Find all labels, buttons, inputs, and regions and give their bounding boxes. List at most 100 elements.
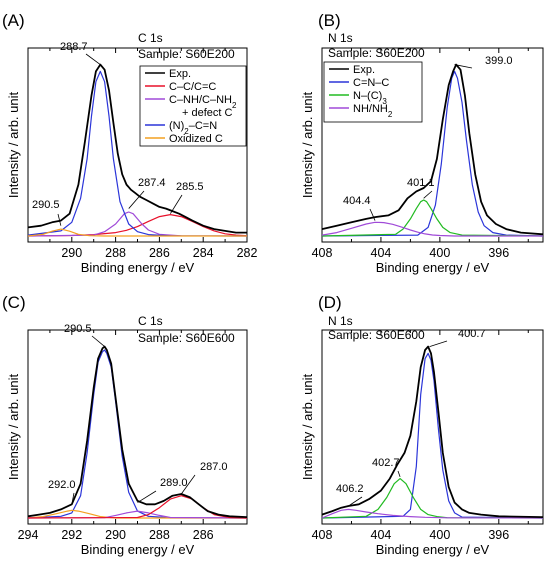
legend-box (323, 61, 423, 123)
x-axis-label: Binding energy / eV (376, 260, 490, 275)
x-tick-label: 286 (149, 246, 170, 260)
series-line-nh-nh2 (321, 221, 543, 237)
peak-annotation: 406.2 (336, 483, 364, 495)
chart-panel-1: 290 288 286 284 282 Binding energy / eV Intens… (2, 11, 257, 275)
x-tick-label: 396 (488, 528, 509, 542)
series-line-c-c-c-c (27, 214, 248, 237)
annotation-leader (137, 490, 157, 503)
series-line-c-nh-c-nh2-defect-c (27, 510, 248, 519)
legend-entry: C=N–C (353, 77, 389, 89)
y-axis-label: Intensity / arb. unit (6, 374, 21, 481)
legend-entry: C–NH/C–NH2 (169, 94, 237, 110)
y-axis-label: Intensity / arb. unit (300, 374, 315, 481)
chart-title: C 1s (138, 314, 163, 328)
y-axis-label: Intensity / arb. unit (6, 92, 21, 199)
annotation-leader (57, 213, 62, 226)
x-axis-label: Binding energy / eV (81, 542, 195, 557)
annotation-leader (85, 53, 101, 65)
series-line-nh-nh2 (321, 508, 544, 519)
legend-entry: C–C/C=C (169, 81, 216, 93)
chart-title: N 1s (328, 31, 353, 45)
x-tick-label: 290 (61, 246, 82, 260)
chart-subtitle: Sample: S60E600 (328, 328, 425, 342)
series-line-exp (321, 345, 544, 518)
x-tick-label: 396 (488, 246, 509, 260)
chart-subtitle: Sample: S60E200 (328, 46, 425, 60)
annotation-leader (91, 335, 105, 347)
annotation-leader (369, 208, 376, 221)
plot-frame (27, 329, 248, 525)
x-tick-label: 404 (371, 246, 392, 260)
annotation-leader (348, 496, 363, 507)
peak-annotation: 285.5 (176, 181, 204, 193)
annotation-leader (397, 470, 401, 477)
x-tick-label: 288 (149, 528, 170, 542)
series-line-exp (27, 63, 247, 234)
peak-annotation: 401.1 (407, 177, 435, 189)
x-tick-label: 282 (237, 246, 258, 260)
peak-annotation: 290.5 (32, 199, 60, 211)
series-line-exp (321, 63, 544, 236)
y-axis-label: Intensity / arb. unit (300, 92, 315, 199)
x-tick-label: 294 (18, 528, 39, 542)
panel-label: (A) (2, 11, 25, 30)
x-tick-label: 408 (312, 528, 333, 542)
chart-title: N 1s (328, 314, 353, 328)
panel-label: (B) (318, 11, 341, 30)
legend-entry: + defect C (182, 107, 233, 119)
annotation-leader (71, 492, 75, 505)
peak-annotation: 404.4 (343, 195, 371, 207)
peak-annotation: 292.0 (48, 479, 76, 491)
panel-label: (C) (2, 293, 26, 312)
annotation-leader (170, 194, 183, 214)
series-line-c-nh-c-nh2-defect-c (27, 211, 248, 237)
x-tick-label: 290 (105, 528, 126, 542)
legend-entry: Exp. (353, 64, 375, 76)
peak-annotation: 289.0 (160, 477, 188, 489)
x-tick-label: 288 (105, 246, 126, 260)
peak-annotation: 402.7 (372, 457, 400, 469)
annotation-leader (128, 190, 145, 209)
plot-frame (321, 329, 544, 525)
chart-subtitle: Sample: S60E200 (138, 47, 235, 61)
legend-box (139, 65, 247, 147)
chart-subtitle: Sample: S60E600 (138, 331, 235, 345)
series-line-exp (27, 345, 248, 518)
x-tick-label: 400 (429, 528, 450, 542)
annotation-leader (429, 340, 448, 347)
x-tick-label: 284 (193, 246, 214, 260)
legend-entry: NH/NH2 (353, 103, 393, 119)
annotation-leader (423, 190, 433, 199)
chart-title: C 1s (138, 31, 163, 45)
legend: Exp.C–C/C=CC–NH/C–NH2+ defect C(N)2–C=NO… (139, 65, 247, 147)
series-line-n-c-3 (321, 478, 544, 519)
x-tick-label: 400 (429, 246, 450, 260)
peak-annotation: 290.5 (64, 323, 92, 335)
x-tick-label: 292 (61, 528, 82, 542)
x-axis-label: Binding energy / eV (81, 260, 195, 275)
legend-entry: Oxidized C (169, 133, 223, 145)
x-tick-label: 286 (193, 528, 214, 542)
x-tick-label: 408 (312, 246, 333, 260)
legend: Exp.C=N–CN–(C)3NH/NH2 (323, 61, 423, 123)
legend-entry: (N)2–C=N (169, 120, 217, 136)
peak-annotation: 288.7 (60, 41, 88, 53)
x-axis-label: Binding energy / eV (376, 542, 490, 557)
panel-label: (D) (318, 293, 342, 312)
series-line-oxidized-c (27, 228, 247, 237)
peak-annotation: 400.7 (458, 328, 486, 340)
peak-annotation: 287.0 (200, 461, 228, 473)
series-line-n-2-c-n (27, 349, 248, 519)
legend-entry: Exp. (169, 68, 191, 80)
x-tick-label: 404 (371, 528, 392, 542)
peak-annotation: 287.4 (138, 177, 166, 189)
legend-entry: N–(C)3 (353, 90, 387, 106)
plot-frame (321, 47, 544, 243)
annotation-leader (454, 64, 473, 69)
series-line-n-2-c-n (27, 70, 248, 237)
peak-annotation: 399.0 (485, 55, 513, 67)
